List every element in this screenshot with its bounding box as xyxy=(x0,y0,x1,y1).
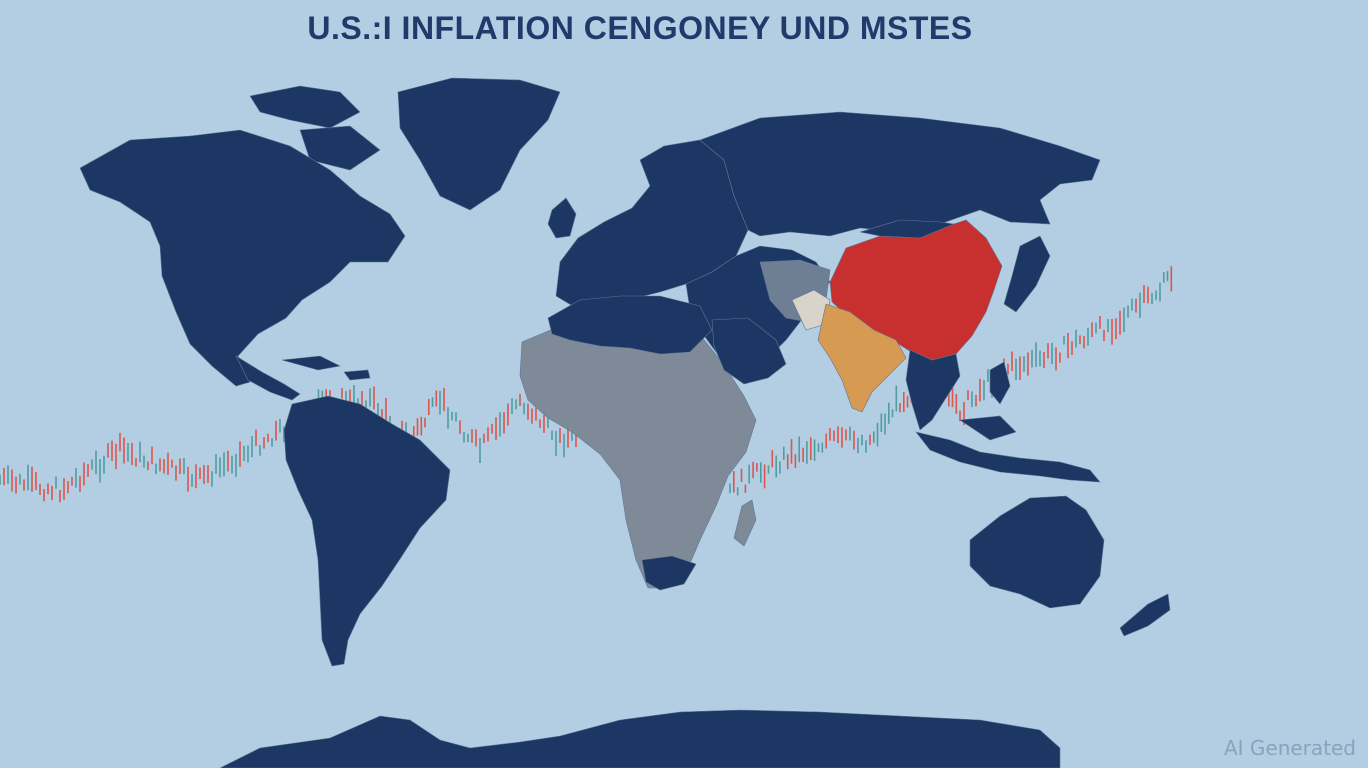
region-arctic-islands xyxy=(249,85,381,171)
region-greenland xyxy=(397,77,561,211)
region-south-africa xyxy=(641,555,697,591)
region-mongolia xyxy=(859,219,956,239)
watermark: AI Generated xyxy=(1223,736,1356,760)
map-title: U.S.:I INFLATION CENGONEY UND MSTES xyxy=(307,10,973,46)
region-australia xyxy=(969,495,1105,609)
region-arabia xyxy=(711,317,787,385)
region-uk xyxy=(547,197,577,239)
region-north-africa xyxy=(547,295,713,355)
region-indonesia xyxy=(915,415,1101,483)
region-russia xyxy=(699,111,1101,237)
region-japan xyxy=(1003,235,1051,313)
region-india xyxy=(817,303,907,413)
land-masses xyxy=(79,77,1171,768)
region-south-america xyxy=(283,395,451,667)
region-new-zealand xyxy=(1119,593,1171,637)
region-central-america xyxy=(235,355,301,401)
region-caribbean xyxy=(281,355,371,381)
region-philippines xyxy=(989,361,1011,405)
region-southeast-asia xyxy=(905,349,961,431)
region-madagascar xyxy=(733,499,757,547)
region-antarctica xyxy=(219,709,1061,768)
region-north-america xyxy=(79,129,406,387)
